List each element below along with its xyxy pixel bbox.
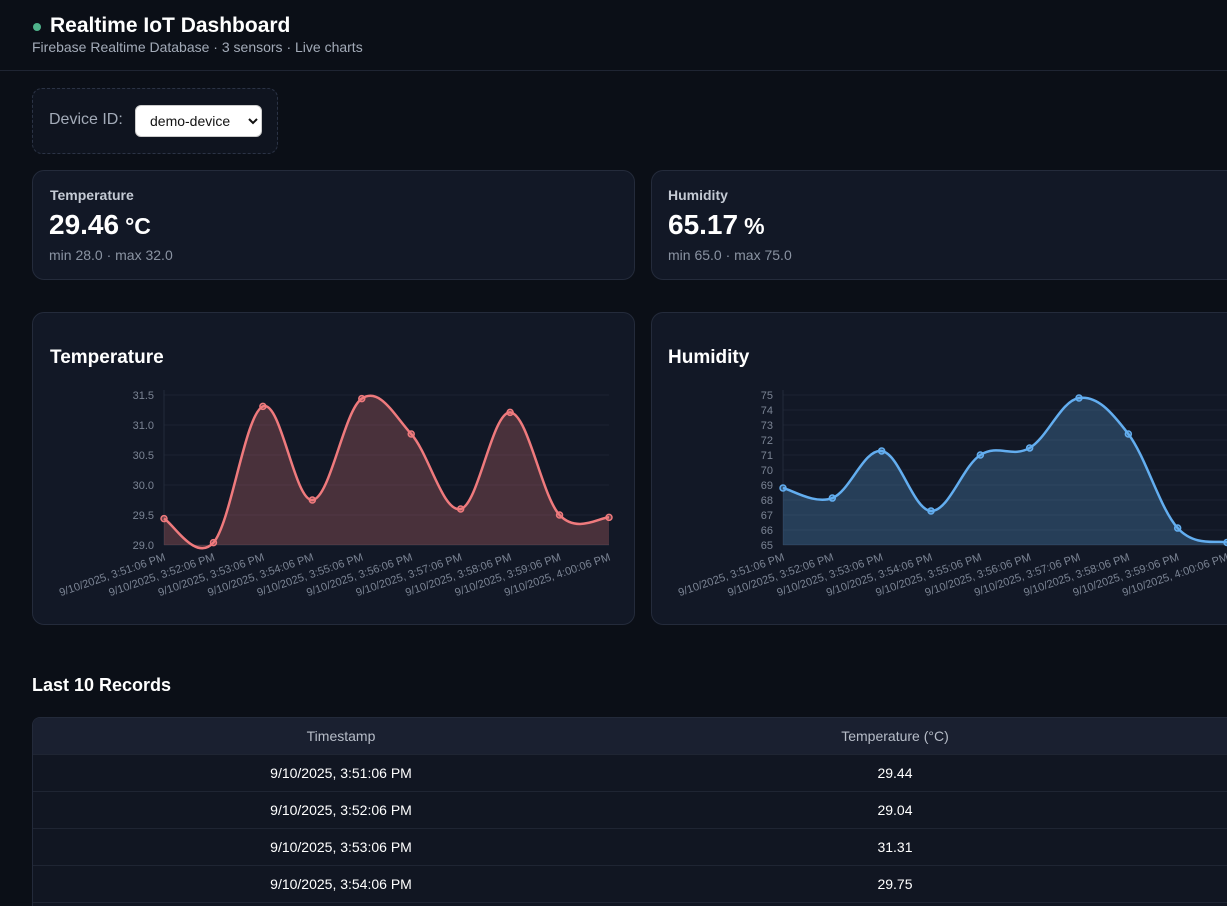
table-cell-empty bbox=[1141, 866, 1227, 902]
y-tick-label: 70 bbox=[761, 465, 773, 477]
line bbox=[782, 396, 1227, 544]
table-row bbox=[33, 902, 1227, 906]
point bbox=[456, 505, 465, 513]
point bbox=[1075, 394, 1083, 402]
y-tick-label: 31.5 bbox=[133, 390, 154, 402]
y-tick-label: 67 bbox=[761, 510, 773, 522]
column-header: Timestamp bbox=[306, 728, 376, 744]
y-tick-label: 31.0 bbox=[133, 420, 154, 432]
table-header-row: Timestamp Temperature (°C) bbox=[33, 718, 1227, 754]
chart-title: Humidity bbox=[668, 347, 750, 368]
stat-value-row: 29.46 °C bbox=[49, 209, 151, 241]
stat-value: 29.46 bbox=[49, 209, 120, 240]
status-dot bbox=[33, 23, 41, 31]
table-cell-empty bbox=[1141, 718, 1227, 754]
stat-range: min 65.0 · max 75.0 bbox=[668, 247, 792, 263]
charts-layer: 29.029.530.030.531.031.59/10/2025, 3:51:… bbox=[58, 390, 1227, 599]
point bbox=[506, 408, 514, 417]
y-tick-label: 73 bbox=[761, 420, 773, 432]
table-cell: 31.31 bbox=[877, 839, 913, 855]
device-select[interactable]: demo-device bbox=[135, 105, 262, 137]
table-row: 9/10/2025, 3:52:06 PM 29.04 bbox=[33, 791, 1227, 828]
table-cell-empty bbox=[1141, 792, 1227, 828]
point bbox=[828, 494, 837, 502]
table-cell: 29.04 bbox=[877, 802, 913, 818]
point bbox=[259, 402, 267, 411]
stat-card bbox=[32, 170, 635, 280]
column-header: Temperature (°C) bbox=[841, 728, 949, 744]
line bbox=[163, 394, 610, 550]
chart-card bbox=[651, 312, 1227, 625]
point bbox=[1124, 430, 1133, 438]
table-row: 9/10/2025, 3:54:06 PM 29.75 bbox=[33, 865, 1227, 902]
area bbox=[783, 397, 1227, 545]
point bbox=[407, 430, 415, 438]
point bbox=[555, 511, 564, 519]
stat-card bbox=[651, 170, 1227, 280]
area bbox=[164, 395, 609, 549]
stat-label: Temperature bbox=[50, 187, 134, 203]
stat-label: Humidity bbox=[668, 187, 728, 203]
device-label: Device ID: bbox=[49, 111, 123, 128]
table-cell: 9/10/2025, 3:53:06 PM bbox=[270, 839, 412, 855]
page-subtitle: Firebase Realtime Database · 3 sensors ·… bbox=[32, 39, 363, 55]
point bbox=[1173, 524, 1182, 532]
table-cell: 9/10/2025, 3:54:06 PM bbox=[270, 876, 412, 892]
y-tick-label: 30.5 bbox=[133, 450, 154, 462]
stat-value: 65.17 bbox=[668, 209, 739, 240]
chart-card bbox=[32, 312, 635, 625]
chart-title: Temperature bbox=[50, 347, 164, 368]
y-tick-label: 72 bbox=[761, 435, 773, 447]
table-cell-empty bbox=[1141, 829, 1227, 865]
point bbox=[877, 447, 886, 455]
point bbox=[308, 496, 317, 504]
point bbox=[209, 538, 218, 547]
point bbox=[976, 451, 985, 459]
stat-value-row: 65.17% bbox=[668, 209, 765, 241]
records-table: Timestamp Temperature (°C) 9/10/2025, 3:51… bbox=[32, 717, 1227, 906]
table-row: 9/10/2025, 3:53:06 PM 31.31 bbox=[33, 828, 1227, 865]
point bbox=[1025, 444, 1034, 452]
y-tick-label: 30.0 bbox=[133, 480, 154, 492]
table-cell-empty bbox=[1141, 755, 1227, 791]
y-tick-label: 74 bbox=[761, 405, 773, 417]
stat-range: min 28.0 · max 32.0 bbox=[49, 247, 173, 263]
point bbox=[927, 507, 935, 515]
point bbox=[358, 394, 366, 403]
table-title: Last 10 Records bbox=[32, 675, 172, 695]
y-tick-label: 29.0 bbox=[133, 540, 154, 552]
page-title: Realtime IoT Dashboard bbox=[50, 14, 291, 37]
table-cell: 29.44 bbox=[877, 765, 913, 781]
point bbox=[779, 484, 787, 492]
table-row: 9/10/2025, 3:51:06 PM 29.44 bbox=[33, 754, 1227, 791]
stat-unit: °C bbox=[125, 213, 151, 239]
y-tick-label: 66 bbox=[761, 525, 773, 537]
point bbox=[160, 514, 168, 523]
table-cell: 9/10/2025, 3:52:06 PM bbox=[270, 802, 412, 818]
header bbox=[0, 0, 1227, 71]
y-tick-label: 69 bbox=[761, 480, 773, 492]
y-tick-label: 65 bbox=[761, 540, 773, 552]
point bbox=[605, 513, 613, 522]
table-cell: 29.75 bbox=[877, 876, 913, 892]
stat-unit: % bbox=[744, 213, 765, 239]
y-tick-label: 71 bbox=[761, 450, 773, 462]
y-tick-label: 68 bbox=[761, 495, 773, 507]
y-tick-label: 29.5 bbox=[133, 510, 154, 522]
table-cell: 9/10/2025, 3:51:06 PM bbox=[270, 765, 412, 781]
y-tick-label: 75 bbox=[761, 390, 773, 402]
point bbox=[1223, 538, 1227, 547]
